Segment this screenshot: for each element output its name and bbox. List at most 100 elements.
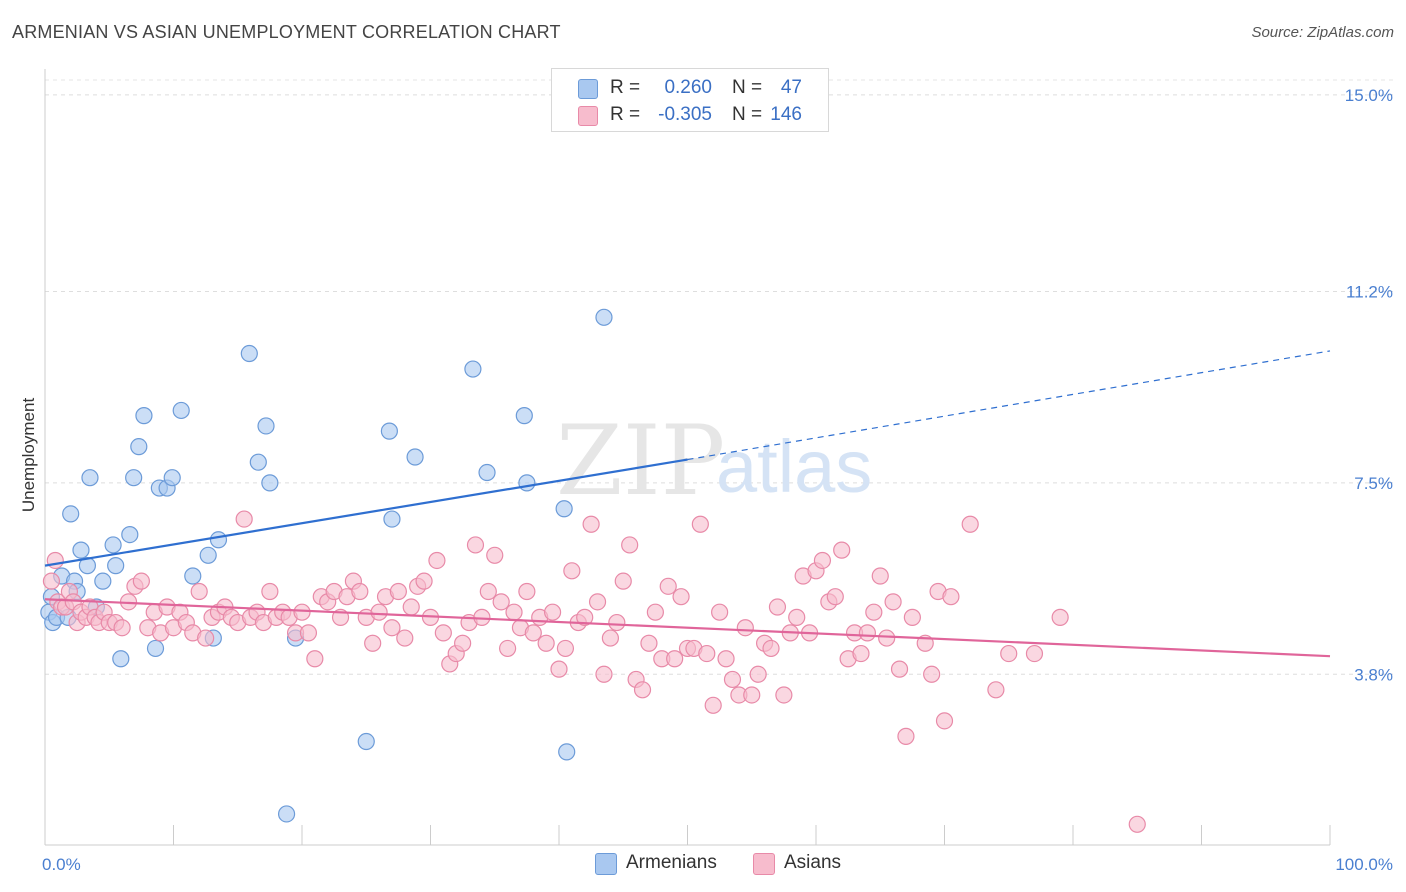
asians-point xyxy=(987,681,1005,699)
asians-point xyxy=(434,624,452,642)
axes xyxy=(44,69,1331,846)
asians-point xyxy=(890,660,909,678)
asians-point xyxy=(132,572,150,590)
asians-point xyxy=(788,608,806,626)
armenians-point xyxy=(595,308,613,326)
asians-point xyxy=(633,681,652,699)
asians-point xyxy=(364,634,382,652)
asians-point xyxy=(601,629,620,647)
asians-point xyxy=(42,572,61,590)
armenians-point xyxy=(357,732,375,751)
watermark-zip: ZIP xyxy=(556,405,725,517)
bottom-legend-swatch-asians xyxy=(753,853,775,875)
asians-point xyxy=(961,515,979,533)
bottom-legend-label-armenians: Armenians xyxy=(626,852,717,873)
asians-point xyxy=(762,639,780,658)
asians-point xyxy=(582,515,600,533)
armenians-point xyxy=(209,531,228,549)
asians-point xyxy=(736,619,754,637)
armenians-point xyxy=(94,572,112,590)
asians-point xyxy=(576,608,594,626)
asians-point xyxy=(1025,644,1044,663)
asians-point xyxy=(595,665,613,683)
armenians-point xyxy=(146,639,165,658)
asians-point xyxy=(486,546,504,564)
legend-r-value: 0.260 xyxy=(664,77,712,98)
asians-point xyxy=(293,603,311,621)
legend-n-value: 146 xyxy=(770,104,802,125)
asians-point xyxy=(389,582,407,601)
armenians-point xyxy=(107,557,125,575)
armenians-point xyxy=(199,546,217,564)
y-tick-label: 7.5% xyxy=(1354,474,1393,493)
asians-point xyxy=(711,603,729,621)
armenians-point xyxy=(81,469,99,487)
asians-point xyxy=(588,593,607,611)
asians-point xyxy=(428,551,446,570)
asians-point xyxy=(923,665,941,683)
armenians-point xyxy=(257,417,275,435)
armenians-point xyxy=(163,469,181,487)
asians-point xyxy=(646,603,664,621)
asians-point xyxy=(826,588,844,606)
asians-point xyxy=(261,582,279,601)
asians-point xyxy=(402,598,420,616)
legend-swatch-asians xyxy=(578,106,598,126)
armenians-point xyxy=(261,474,279,492)
legend-r-label: R = xyxy=(610,104,641,125)
legend-row-asians: R = -0.305 N = 146 xyxy=(552,102,828,128)
asians-point xyxy=(614,572,632,590)
axis-labels: 3.8% 7.5% 11.2% 15.0% 0.0% 100.0% Unemployment xyxy=(19,86,1393,874)
armenians-point xyxy=(478,463,496,482)
asians-point xyxy=(717,650,735,668)
x-tick-label-min: 0.0% xyxy=(42,855,81,874)
asians-point xyxy=(659,577,677,595)
asians-point xyxy=(351,582,369,601)
asians-point xyxy=(640,634,658,652)
asians-point xyxy=(466,536,485,554)
armenians-point xyxy=(172,401,190,420)
legend-swatch-armenians xyxy=(578,79,598,99)
asians-point xyxy=(1051,608,1069,626)
armenians-point xyxy=(240,344,258,363)
armenians-point xyxy=(125,469,143,487)
legend-n-label: N = xyxy=(732,77,763,98)
watermark: ZIP atlas xyxy=(556,405,872,517)
asians-point xyxy=(608,613,626,632)
asians-point xyxy=(524,624,542,642)
legend-r-label: R = xyxy=(610,77,641,98)
asians-point xyxy=(666,650,684,668)
armenians-point xyxy=(558,743,576,761)
legend-n-label: N = xyxy=(732,104,763,125)
armenians-points xyxy=(40,308,613,823)
asians-point xyxy=(543,603,562,621)
asians-point xyxy=(46,551,64,570)
asians-point xyxy=(505,603,523,621)
asians-point xyxy=(306,650,324,668)
asians-point xyxy=(537,634,555,652)
armenians-point xyxy=(62,505,80,523)
x-tick-label-max: 100.0% xyxy=(1335,855,1393,874)
asians-point xyxy=(865,603,883,621)
armenians-point xyxy=(277,805,296,823)
asians-point xyxy=(903,608,921,626)
asians-point xyxy=(942,588,960,606)
armenians-point xyxy=(121,525,139,544)
armenians-trend-extension xyxy=(687,350,1331,461)
asians-point xyxy=(813,551,832,570)
grid-lines xyxy=(45,79,1395,675)
asians-point xyxy=(743,686,761,704)
asians-point xyxy=(235,510,253,528)
asians-point xyxy=(878,629,896,647)
source-label: Source: ZipAtlas.com xyxy=(1251,24,1394,41)
legend-n-value: 47 xyxy=(780,77,802,98)
armenians-point xyxy=(380,422,398,440)
asians-point xyxy=(479,582,497,601)
legend: R = 0.260 N = 47 R = -0.305 N = 146 xyxy=(551,68,829,132)
watermark-atlas: atlas xyxy=(716,425,872,508)
legend-row-armenians: R = 0.260 N = 47 xyxy=(552,75,828,101)
asians-point xyxy=(415,572,433,590)
asians-trend-line xyxy=(44,598,1331,658)
asians-point xyxy=(698,644,716,663)
